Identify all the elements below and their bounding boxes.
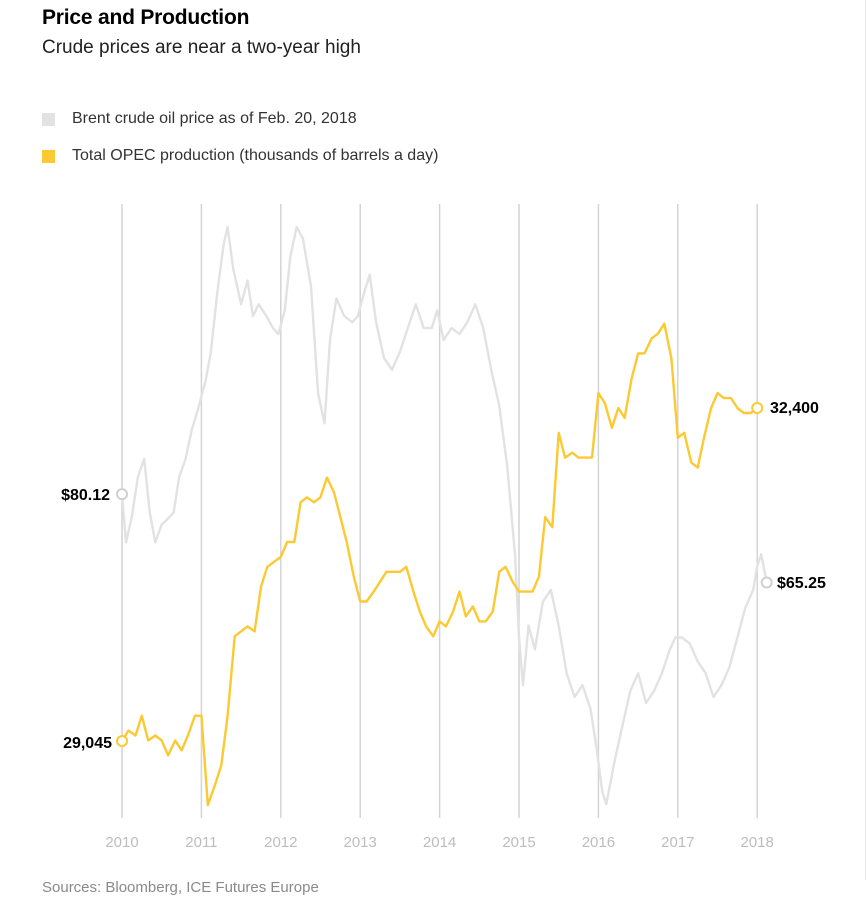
brent-end-marker	[760, 576, 773, 589]
brent-end-label: $65.25	[777, 575, 826, 592]
x-tick-label-2011: 2011	[185, 834, 217, 851]
x-tick-label-2014: 2014	[423, 834, 456, 851]
legend-label-opec: Total OPEC production (thousands of barr…	[72, 147, 439, 164]
legend-item-opec: Total OPEC production (thousands of barr…	[42, 147, 438, 165]
x-tick-label-2013: 2013	[344, 834, 377, 851]
x-tick-label-2015: 2015	[502, 834, 535, 851]
legend-swatch-brent	[42, 112, 55, 126]
x-tick-label-2012: 2012	[264, 834, 297, 851]
legend-swatch-opec	[42, 149, 55, 163]
series-line-brent	[120, 225, 768, 806]
legend-item-brent: Brent crude oil price as of Feb. 20, 201…	[42, 110, 357, 128]
brent-start-marker	[116, 488, 128, 501]
source-note: Sources: Bloomberg, ICE Futures Europe	[42, 879, 319, 896]
x-tick-label-2017: 2017	[661, 834, 694, 851]
opec-start-marker	[116, 735, 128, 747]
x-tick-label-2018: 2018	[741, 834, 774, 851]
series-line-opec	[120, 322, 759, 807]
brent-start-label: $80.12	[61, 487, 110, 504]
x-tick-label-2016: 2016	[582, 834, 615, 851]
x-tick-label-2010: 2010	[105, 834, 138, 851]
chart-title: Price and Production	[42, 6, 250, 29]
chart-canvas: 2010 2011 2012 2013 2014 2015 2016 2017 2018 $80.…	[61, 204, 826, 851]
chart-subtitle: Crude prices are near a two-year high	[42, 37, 361, 58]
opec-end-label: 32,400	[770, 400, 819, 417]
legend-label-brent: Brent crude oil price as of Feb. 20, 201…	[72, 110, 357, 127]
opec-end-marker	[751, 402, 764, 414]
opec-start-label: 29,045	[63, 735, 112, 752]
